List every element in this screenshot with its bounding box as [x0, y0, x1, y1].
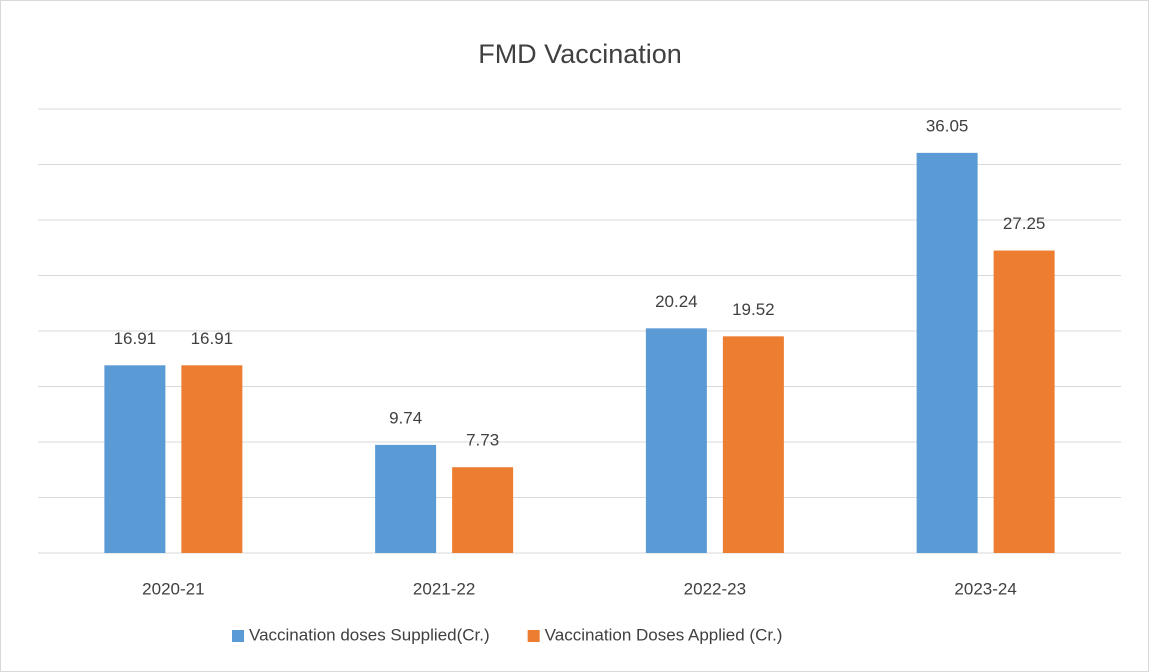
x-tick-label: 2021-22: [413, 579, 475, 598]
data-label: 16.91: [191, 329, 234, 348]
bar: [993, 250, 1055, 553]
bar: [916, 152, 978, 553]
data-label: 9.74: [389, 408, 422, 427]
data-label: 16.91: [114, 329, 157, 348]
bar: [104, 365, 166, 553]
data-label: 36.05: [926, 116, 969, 135]
x-tick-label: 2020-21: [142, 579, 204, 598]
x-tick-label: 2023-24: [954, 579, 1016, 598]
bar: [181, 365, 243, 553]
data-label: 19.52: [732, 300, 775, 319]
chart-title: FMD Vaccination: [478, 39, 682, 69]
bar: [722, 336, 784, 553]
data-label: 20.24: [655, 292, 698, 311]
legend-label: Vaccination Doses Applied (Cr.): [545, 625, 783, 644]
legend-label: Vaccination doses Supplied(Cr.): [249, 625, 490, 644]
bar: [375, 444, 437, 553]
data-label: 27.25: [1003, 214, 1046, 233]
bar: [452, 467, 514, 553]
x-tick-label: 2022-23: [684, 579, 746, 598]
legend-swatch: [527, 630, 540, 642]
data-label: 7.73: [466, 431, 499, 450]
bar: [645, 328, 707, 553]
legend-swatch: [232, 630, 244, 642]
